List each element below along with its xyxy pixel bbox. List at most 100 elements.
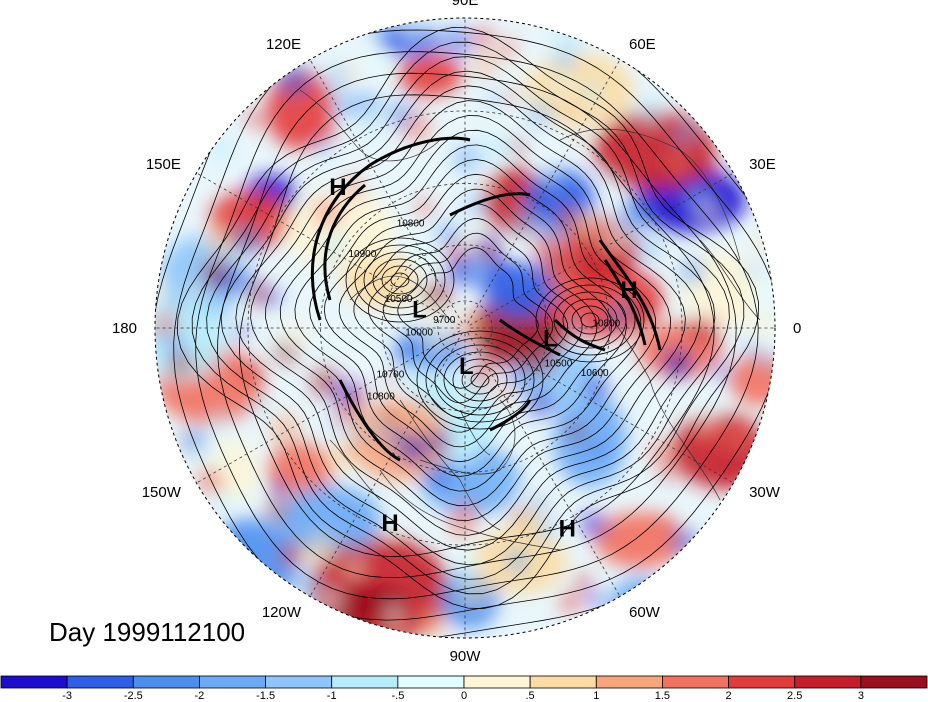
low-contour (544, 284, 636, 356)
latitude-circle (437, 300, 493, 356)
colorbar-tick-label: -3 (62, 690, 72, 702)
low-pressure-center: L (459, 353, 474, 380)
anomaly-speckle (567, 423, 585, 441)
meridian (467, 59, 621, 324)
anomaly-speckle (473, 53, 497, 78)
coastline (299, 89, 441, 162)
anomaly-speckle (618, 199, 650, 231)
pressure-centers: H H H H L L L (329, 174, 637, 543)
anomaly-speckle (758, 351, 775, 370)
anomaly-speckle (384, 603, 403, 622)
anomaly-speckle (341, 65, 359, 83)
anomaly-speckle (360, 116, 382, 138)
longitude-label: 90W (450, 648, 482, 665)
anomaly-speckle (554, 22, 585, 53)
colorbar-swatch (0, 675, 68, 689)
height-contour (250, 100, 686, 536)
high-pressure-center: H (620, 277, 637, 304)
anomaly-speckle (269, 479, 288, 497)
anomaly-speckle (532, 65, 564, 96)
anomaly-speckle (586, 441, 603, 458)
colorbar-tick-label: -2 (195, 690, 205, 702)
anomaly-speckle (157, 326, 186, 354)
anomaly-speckle (477, 177, 494, 194)
longitude-label: 150E (146, 156, 181, 173)
colorbar-swatch (331, 675, 399, 689)
latitude-circle (320, 183, 610, 473)
anomaly-speckle (169, 352, 191, 374)
anomaly-speckle (333, 92, 359, 119)
colorbar-tick-label: -.5 (391, 690, 404, 702)
meridian (309, 59, 463, 324)
anomaly-speckle (544, 528, 562, 546)
anomaly-speckle (680, 259, 706, 285)
longitude-label: 120W (262, 604, 302, 621)
anomaly-speckle (743, 338, 761, 356)
anomaly-speckle (446, 567, 473, 594)
meridian (467, 332, 621, 597)
anomaly-speckle (589, 465, 605, 481)
height-contour (235, 85, 701, 551)
colorbar-tick-label: 2.5 (787, 690, 802, 702)
jet-contour (338, 379, 401, 462)
anomaly-speckle (532, 233, 562, 262)
low-contour (553, 291, 627, 349)
anomaly-speckle (637, 237, 662, 262)
anomaly-speckle (574, 573, 592, 591)
height-contour (382, 232, 554, 404)
colorbar-tick-label: 3 (858, 690, 864, 702)
anomaly-speckle (600, 174, 614, 187)
coastline (399, 399, 501, 531)
coastline (699, 239, 761, 321)
meridian (196, 330, 461, 484)
low-contour (452, 358, 508, 402)
latitude-circle (247, 110, 683, 546)
colorbar-swatch (199, 675, 266, 689)
contour-value-label: 10800 (397, 219, 425, 230)
height-contour (368, 218, 568, 418)
height-contour (323, 173, 613, 463)
anomaly-speckle (452, 144, 481, 173)
colorbar-tick-label: 1 (593, 690, 599, 702)
anomaly-speckle (405, 43, 420, 58)
low-contour (416, 330, 544, 430)
anomaly-speckle (727, 424, 752, 449)
height-contour (176, 26, 760, 610)
height-contour (206, 56, 730, 580)
anomaly-speckle (203, 224, 234, 256)
colorbar-swatch (728, 675, 796, 689)
height-contour (294, 144, 642, 492)
anomaly-speckle (320, 589, 344, 613)
anomaly-speckle (279, 541, 306, 568)
height-contour (353, 203, 583, 433)
jet-contour (603, 259, 647, 346)
colorbar-swatch (132, 675, 200, 689)
anomaly-speckle (246, 281, 271, 306)
contour-value-label: 10500 (544, 359, 572, 370)
colorbar-swatch (595, 675, 663, 689)
colorbar-swatch (529, 675, 597, 689)
anomaly-patch (284, 191, 396, 269)
anomaly-speckle (746, 311, 775, 342)
low-contour (354, 244, 446, 316)
map-date-caption: Day 1999112100 (49, 617, 246, 647)
height-contour (309, 159, 627, 477)
anomaly-speckle (587, 590, 605, 608)
colorbar-swatch (397, 675, 465, 689)
height-contour (265, 115, 671, 521)
low-contour (390, 272, 410, 288)
longitude-label: 0 (793, 320, 801, 337)
anomaly-speckle (697, 201, 718, 222)
anomaly-speckle (293, 573, 322, 602)
low-contour (443, 351, 517, 409)
meridian (309, 332, 463, 597)
colorbar-tick-label: 0 (461, 690, 467, 702)
anomaly-patch (207, 518, 293, 602)
longitude-label: 90E (452, 0, 479, 9)
anomaly-speckle (674, 123, 696, 145)
low-pressure-center: L (412, 297, 427, 324)
contour-value-label: 10500 (385, 294, 413, 305)
contour-value-label: 10900 (348, 249, 376, 260)
anomaly-speckle (576, 214, 599, 237)
